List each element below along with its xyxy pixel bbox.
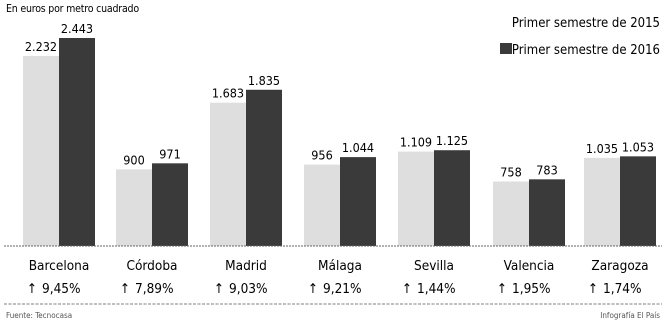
category-label-madrid: Madrid — [225, 258, 267, 274]
arrow-up-icon: ↑ — [588, 281, 598, 297]
bar-zaragoza-2016 — [620, 156, 656, 246]
bars-group — [23, 38, 656, 246]
arrow-up-icon: ↑ — [308, 281, 318, 297]
value-label-zaragoza-2015: 1.035 — [586, 141, 618, 156]
arrow-up-icon: ↑ — [27, 281, 37, 297]
value-label-cordoba-2015: 900 — [123, 152, 144, 167]
legend-label-2016: Primer semestre de 2016 — [512, 43, 660, 58]
value-label-barcelona-2016: 2.443 — [61, 21, 93, 36]
unit-note: En euros por metro cuadrado — [6, 3, 139, 15]
bar-barcelona-2015 — [23, 55, 59, 246]
bar-zaragoza-2015 — [584, 157, 620, 246]
bar-cordoba-2016 — [152, 163, 188, 246]
arrow-up-icon: ↑ — [497, 281, 507, 297]
bar-valencia-2015 — [493, 181, 529, 246]
category-label-malaga: Málaga — [318, 258, 362, 274]
value-label-zaragoza-2016: 1.053 — [622, 139, 654, 154]
change-label-malaga: 9,21% — [323, 281, 362, 297]
legend: Primer semestre de 2015 Primer semestre … — [500, 16, 660, 58]
value-label-malaga-2016: 1.044 — [342, 140, 374, 155]
change-label-sevilla: 1,44% — [417, 281, 456, 297]
bar-sevilla-2016 — [434, 150, 470, 246]
legend-label-2015: Primer semestre de 2015 — [512, 16, 660, 31]
category-label-zaragoza: Zaragoza — [591, 258, 648, 274]
category-label-barcelona: Barcelona — [29, 258, 90, 274]
change-label-valencia: 1,95% — [512, 281, 551, 297]
value-label-valencia-2016: 783 — [536, 162, 557, 177]
arrow-up-icon: ↑ — [120, 281, 130, 297]
value-label-barcelona-2015: 2.232 — [25, 39, 57, 54]
arrow-up-icon: ↑ — [402, 281, 412, 297]
legend-swatch-2016 — [500, 43, 512, 54]
value-label-malaga-2015: 956 — [311, 148, 332, 163]
category-label-sevilla: Sevilla — [414, 258, 454, 274]
value-label-madrid-2015: 1.683 — [212, 86, 244, 101]
value-label-sevilla-2016: 1.125 — [436, 133, 468, 148]
bar-malaga-2016 — [340, 157, 376, 246]
value-label-cordoba-2016: 971 — [159, 146, 180, 161]
bar-sevilla-2015 — [398, 151, 434, 246]
credit-note: Infografía El País — [600, 311, 660, 320]
bar-barcelona-2016 — [59, 38, 95, 246]
category-label-valencia: Valencia — [504, 258, 555, 274]
bar-madrid-2015 — [210, 102, 246, 246]
value-label-sevilla-2015: 1.109 — [400, 135, 432, 150]
bar-valencia-2016 — [529, 179, 565, 246]
category-labels-group: Barcelona↑ 9,45%Córdoba↑ 7,89%Madrid↑ 9,03%… — [27, 258, 649, 297]
bar-madrid-2016 — [246, 89, 282, 246]
arrow-up-icon: ↑ — [214, 281, 224, 297]
value-labels-group: 2.232 2.443 900 971 1.683 1.835 956 1.044 1.109 1… — [25, 21, 654, 179]
value-label-madrid-2016: 1.835 — [248, 73, 280, 88]
change-label-zaragoza: 1,74% — [603, 281, 642, 297]
change-label-madrid: 9,03% — [229, 281, 268, 297]
change-label-cordoba: 7,89% — [135, 281, 174, 297]
category-label-cordoba: Córdoba — [127, 258, 178, 274]
source-note: Fuente: Tecnocasa — [6, 311, 72, 320]
bar-cordoba-2015 — [116, 169, 152, 246]
bar-malaga-2015 — [304, 164, 340, 246]
value-label-valencia-2015: 758 — [500, 164, 521, 179]
change-label-barcelona: 9,45% — [42, 281, 81, 297]
